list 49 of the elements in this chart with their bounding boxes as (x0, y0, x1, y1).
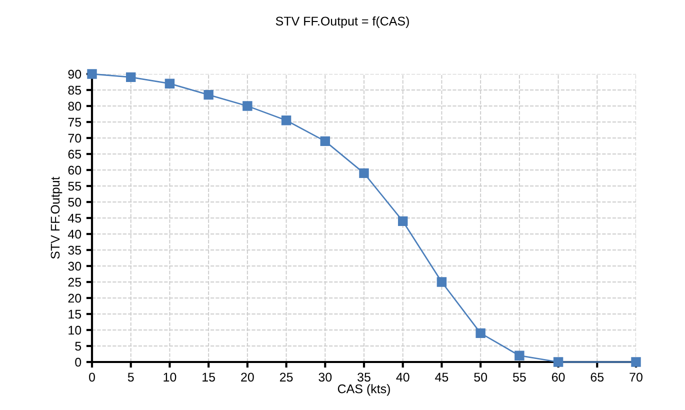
x-tick-label: 10 (164, 372, 176, 382)
y-tick-label: 60 (68, 166, 82, 175)
y-tick-label: 90 (68, 70, 82, 79)
y-tick-label: 5 (75, 342, 82, 351)
x-axis-title: CAS (kts) (338, 384, 390, 396)
point (204, 90, 214, 100)
y-tick-label: 10 (68, 326, 82, 335)
point (553, 357, 564, 367)
x-tick-label: 70 (630, 372, 642, 382)
y-tick-label: 35 (68, 246, 82, 255)
point (320, 136, 330, 146)
x-tick-label: 45 (435, 372, 448, 382)
point (436, 277, 447, 287)
point (476, 328, 486, 338)
x-tick-label: 35 (358, 372, 370, 382)
y-tick-label: 40 (68, 230, 82, 239)
point (359, 168, 369, 178)
point (514, 350, 524, 360)
x-tick-label: 30 (318, 372, 332, 382)
x-tick-label: 20 (241, 372, 254, 382)
chart-title: STV FF.Output = f(CAS) (276, 16, 409, 28)
y-tick-label: 55 (68, 182, 82, 191)
point (242, 101, 252, 111)
x-tick-label: 55 (512, 372, 526, 382)
y-tick-label: 0 (75, 358, 82, 367)
y-tick-label: 25 (68, 278, 82, 287)
point (398, 216, 408, 226)
y-tick-label: 45 (68, 214, 82, 223)
y-tick-label: 50 (68, 198, 82, 207)
y-axis-title: STV FF.Output (50, 176, 62, 259)
x-tick-label: 65 (590, 372, 604, 382)
y-tick-label: 65 (68, 150, 82, 159)
point (126, 72, 136, 82)
x-tick-label: 40 (396, 372, 410, 382)
y-tick-label: 20 (68, 294, 82, 303)
x-tick-label: 0 (89, 372, 95, 382)
y-tick-label: 85 (68, 86, 82, 95)
y-tick-label: 30 (68, 262, 82, 271)
y-tick-label: 75 (68, 118, 82, 127)
x-tick-label: 25 (280, 372, 293, 382)
x-tick-label: 5 (128, 372, 134, 382)
y-tick-label: 15 (68, 310, 82, 319)
x-tick-label: 60 (552, 372, 565, 382)
x-tick-label: 15 (202, 372, 215, 382)
y-tick-label: 80 (68, 102, 82, 111)
y-tick-label: 70 (68, 134, 82, 143)
x-tick-label: 50 (474, 372, 488, 382)
point (164, 78, 175, 88)
point (281, 116, 292, 126)
